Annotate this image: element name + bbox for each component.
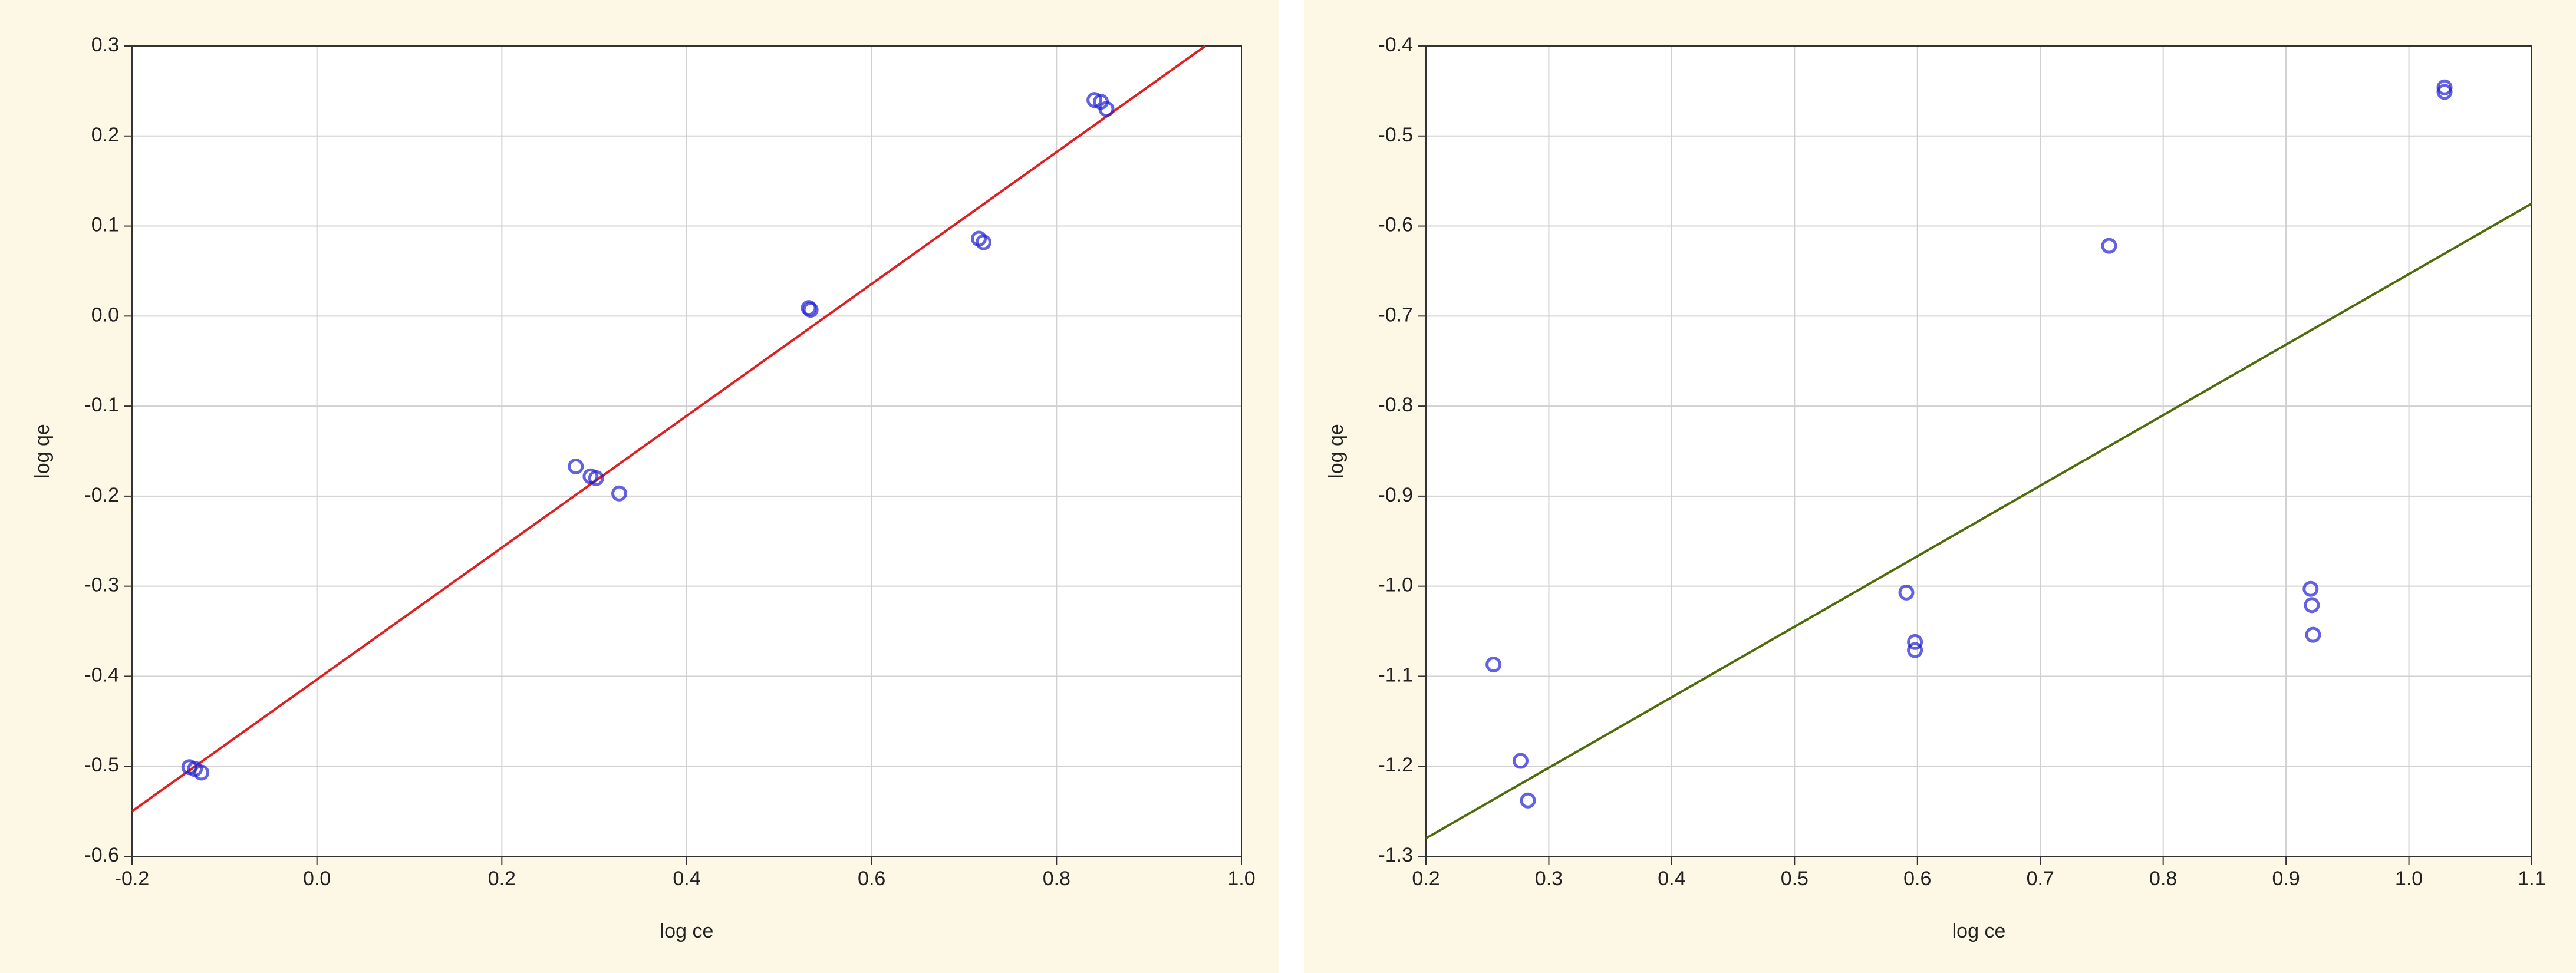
- x-tick-label: 1.1: [2518, 868, 2545, 890]
- fit-line: [131, 45, 1206, 813]
- x-tick-label: 0.2: [488, 868, 516, 890]
- plot-frame: [131, 45, 1242, 857]
- x-tick-label: 0.0: [303, 868, 331, 890]
- data-point: [1086, 92, 1103, 108]
- data-point: [1513, 753, 1529, 769]
- data-point: [193, 764, 210, 781]
- y-tick-label: -1.2: [1378, 754, 1413, 776]
- y-tick-label: -0.5: [84, 754, 119, 776]
- data-point: [975, 234, 991, 250]
- data-point: [2304, 597, 2320, 614]
- y-tick-label: -0.8: [1378, 394, 1413, 416]
- x-tick-label: 1.0: [2395, 868, 2423, 890]
- x-tick-label: 0.5: [1781, 868, 1809, 890]
- data-point: [2305, 626, 2321, 643]
- x-tick-label: 0.4: [673, 868, 700, 890]
- x-tick-label: 0.8: [1043, 868, 1070, 890]
- data-point: [1907, 634, 1923, 650]
- y-axis-label: log qe: [1325, 424, 1348, 479]
- y-tick-label: -0.1: [84, 394, 119, 416]
- plot-area: [1426, 46, 2532, 856]
- y-tick-label: -1.0: [1378, 574, 1413, 596]
- y-tick-label: 0.1: [91, 214, 119, 236]
- y-tick-label: 0.3: [91, 34, 119, 56]
- y-tick-label: -1.3: [1378, 844, 1413, 866]
- y-tick-label: -1.1: [1378, 664, 1413, 686]
- data-point: [611, 485, 628, 502]
- x-tick-label: 0.6: [1903, 868, 1931, 890]
- data-point: [1485, 657, 1502, 673]
- data-point: [1520, 792, 1536, 809]
- x-tick-label: 0.6: [858, 868, 885, 890]
- y-tick-label: -0.2: [84, 484, 119, 506]
- data-point: [1098, 101, 1115, 117]
- y-tick-label: -0.4: [84, 664, 119, 686]
- y-tick-label: -0.3: [84, 574, 119, 596]
- x-tick-label: 0.3: [1535, 868, 1563, 890]
- y-tick-label: -0.4: [1378, 34, 1413, 56]
- x-tick-label: 0.7: [2027, 868, 2054, 890]
- x-tick-label: 0.4: [1658, 868, 1685, 890]
- data-point: [802, 302, 819, 318]
- y-tick-label: 0.0: [91, 304, 119, 326]
- x-tick-label: 0.8: [2149, 868, 2177, 890]
- y-tick-label: -0.7: [1378, 304, 1413, 326]
- y-tick-label: -0.9: [1378, 484, 1413, 506]
- x-axis-label: log ce: [1952, 920, 2006, 942]
- plot-frame: [1425, 45, 2532, 857]
- y-tick-label: 0.2: [91, 124, 119, 146]
- x-tick-label: -0.2: [115, 868, 150, 890]
- data-point: [568, 458, 584, 474]
- x-tick-label: 0.9: [2272, 868, 2300, 890]
- data-point: [1898, 584, 1915, 601]
- data-point: [588, 470, 604, 486]
- data-point: [2302, 580, 2319, 597]
- y-axis-label: log qe: [31, 424, 54, 479]
- data-point: [2436, 84, 2453, 100]
- y-tick-label: -0.6: [1378, 214, 1413, 236]
- data-point: [1907, 642, 1923, 658]
- y-tick-label: -0.6: [84, 844, 119, 866]
- y-tick-label: -0.5: [1378, 124, 1413, 146]
- fit-line: [1425, 202, 2532, 840]
- x-tick-label: 0.2: [1412, 868, 1439, 890]
- x-axis-label: log ce: [660, 920, 714, 942]
- x-tick-label: 1.0: [1227, 868, 1255, 890]
- data-point: [2101, 238, 2117, 254]
